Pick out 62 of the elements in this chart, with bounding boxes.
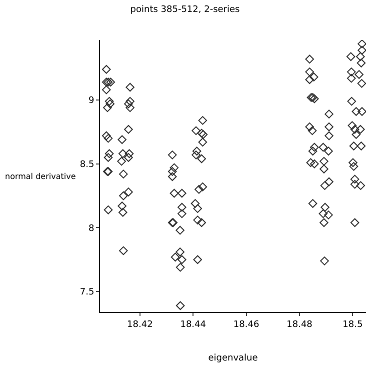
point — [320, 181, 330, 190]
point — [346, 52, 356, 61]
point — [324, 122, 334, 132]
point — [354, 70, 364, 79]
point — [356, 124, 365, 134]
point — [356, 142, 366, 150]
y-tick-label: 9 — [88, 96, 94, 106]
point — [305, 54, 314, 64]
point — [356, 52, 365, 61]
x-axis-title: eigenvalue — [208, 354, 258, 364]
point — [349, 142, 358, 150]
y-tick-label: 8.5 — [80, 160, 94, 170]
y-tick-label: 8 — [88, 224, 94, 234]
x-tick-label: 18.42 — [127, 320, 153, 330]
point — [352, 130, 361, 139]
point — [350, 218, 360, 228]
point — [346, 68, 356, 76]
point — [310, 94, 319, 104]
y-tick-label: 7.5 — [80, 288, 94, 298]
point — [308, 146, 318, 156]
point — [347, 96, 356, 106]
point — [350, 180, 360, 189]
point — [320, 256, 329, 266]
point — [352, 107, 361, 116]
point — [318, 209, 328, 218]
point — [349, 162, 358, 171]
point — [320, 202, 330, 212]
x-tick-label: 18.48 — [286, 320, 313, 330]
point — [358, 107, 366, 116]
point — [324, 131, 334, 140]
point — [350, 124, 360, 134]
point — [356, 181, 366, 190]
x-tick-label: 18.5 — [342, 320, 363, 330]
point — [309, 72, 318, 82]
point — [320, 164, 328, 174]
point — [348, 158, 358, 167]
point — [346, 74, 356, 83]
point — [305, 68, 314, 76]
point — [357, 79, 366, 88]
chart-title: points 385-512, 2-series — [130, 4, 240, 15]
point — [358, 46, 366, 55]
point — [308, 199, 318, 208]
point — [320, 218, 328, 228]
point — [310, 142, 319, 152]
point — [305, 122, 314, 132]
y-axis-title: normal derivative — [5, 172, 76, 181]
point — [324, 210, 333, 220]
point — [308, 126, 317, 136]
x-tick-label: 18.46 — [233, 320, 260, 330]
point — [306, 158, 316, 167]
point — [356, 58, 366, 68]
point — [350, 174, 360, 184]
point — [348, 121, 357, 130]
point — [305, 75, 314, 84]
x-tick-label: 18.44 — [180, 320, 206, 330]
point — [358, 40, 366, 48]
point — [310, 159, 319, 168]
point — [318, 142, 328, 152]
point — [324, 110, 334, 118]
point — [324, 177, 334, 186]
point — [324, 146, 333, 156]
point — [320, 156, 328, 166]
